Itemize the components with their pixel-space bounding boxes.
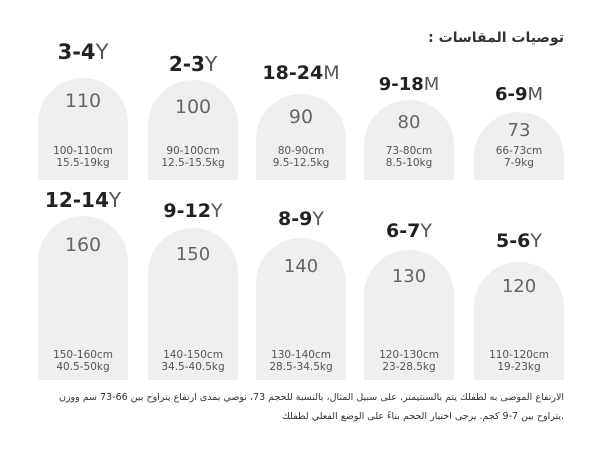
size-arch: 110 100-110cm 15.5-19kg bbox=[38, 78, 128, 180]
note-line-2: .يتراوح بين 7-9 كجم. يرجى اختيار الحجم ب… bbox=[282, 411, 564, 422]
age-range: 5-6Y bbox=[496, 230, 542, 252]
size-card-row2-4: 6-7Y 130 120-130cm 23-28.5kg bbox=[364, 220, 454, 380]
size-value: 120 bbox=[501, 276, 537, 297]
measurements: 140-150cm 34.5-40.5kg bbox=[161, 349, 225, 373]
size-arch: 140 130-140cm 28.5-34.5kg bbox=[256, 238, 346, 380]
measurements: 110-120cm 19-23kg bbox=[489, 349, 549, 373]
size-arch: 160 150-160cm 40.5-50kg bbox=[38, 216, 128, 380]
size-value: 100 bbox=[174, 96, 212, 118]
measurements: 100-110cm 15.5-19kg bbox=[53, 145, 113, 169]
size-arch: 120 110-120cm 19-23kg bbox=[474, 262, 564, 380]
size-arch: 73 66-73cm 7-9kg bbox=[474, 112, 564, 180]
age-range: 12-14Y bbox=[44, 188, 122, 212]
size-card-row2-3: 8-9Y 140 130-140cm 28.5-34.5kg bbox=[256, 208, 346, 380]
size-card-row1-1: 3-4Y 110 100-110cm 15.5-19kg bbox=[38, 40, 128, 180]
size-value: 150 bbox=[175, 244, 211, 265]
age-range: 9-12Y bbox=[163, 200, 223, 222]
age-range: 8-9Y bbox=[278, 208, 324, 230]
size-arch: 130 120-130cm 23-28.5kg bbox=[364, 250, 454, 380]
age-range: 9-18M bbox=[378, 74, 440, 95]
size-card-row1-2: 2-3Y 100 90-100cm 12.5-15.5kg bbox=[148, 52, 238, 180]
measurements: 66-73cm 7-9kg bbox=[495, 145, 543, 169]
measurements: 73-80cm 8.5-10kg bbox=[385, 145, 433, 169]
age-range: 18-24M bbox=[262, 62, 340, 84]
measurements: 130-140cm 28.5-34.5kg bbox=[269, 349, 333, 373]
size-value: 140 bbox=[283, 256, 319, 277]
age-range: 2-3Y bbox=[168, 52, 218, 76]
size-value: 110 bbox=[64, 90, 102, 112]
size-arch: 80 73-80cm 8.5-10kg bbox=[364, 100, 454, 180]
size-card-row2-2: 9-12Y 150 140-150cm 34.5-40.5kg bbox=[148, 200, 238, 380]
size-value: 160 bbox=[64, 234, 102, 256]
size-arch: 100 90-100cm 12.5-15.5kg bbox=[148, 80, 238, 180]
size-card-row2-5: 5-6Y 120 110-120cm 19-23kg bbox=[474, 230, 564, 380]
size-value: 90 bbox=[288, 106, 314, 128]
age-range: 6-9M bbox=[494, 84, 544, 105]
size-card-row1-5: 6-9M 73 66-73cm 7-9kg bbox=[474, 84, 564, 180]
measurements: 80-90cm 9.5-12.5kg bbox=[272, 145, 330, 169]
size-card-row1-3: 18-24M 90 80-90cm 9.5-12.5kg bbox=[256, 62, 346, 180]
page-title: توصيات المقاسات : bbox=[428, 30, 564, 46]
size-note: الارتفاع الموصى به لطفلك يتم بالسنتيمتر.… bbox=[24, 388, 564, 426]
size-value: 73 bbox=[507, 120, 531, 141]
measurements: 120-130cm 23-28.5kg bbox=[379, 349, 439, 373]
note-line-1: الارتفاع الموصى به لطفلك يتم بالسنتيمتر.… bbox=[58, 392, 564, 403]
size-arch: 90 80-90cm 9.5-12.5kg bbox=[256, 94, 346, 180]
size-value: 80 bbox=[397, 112, 421, 133]
size-value: 130 bbox=[391, 266, 427, 287]
measurements: 150-160cm 40.5-50kg bbox=[53, 349, 113, 373]
age-range: 6-7Y bbox=[386, 220, 432, 242]
measurements: 90-100cm 12.5-15.5kg bbox=[161, 145, 225, 169]
age-range: 3-4Y bbox=[57, 40, 109, 64]
size-card-row1-4: 9-18M 80 73-80cm 8.5-10kg bbox=[364, 74, 454, 180]
size-arch: 150 140-150cm 34.5-40.5kg bbox=[148, 228, 238, 380]
size-card-row2-1: 12-14Y 160 150-160cm 40.5-50kg bbox=[38, 188, 128, 380]
